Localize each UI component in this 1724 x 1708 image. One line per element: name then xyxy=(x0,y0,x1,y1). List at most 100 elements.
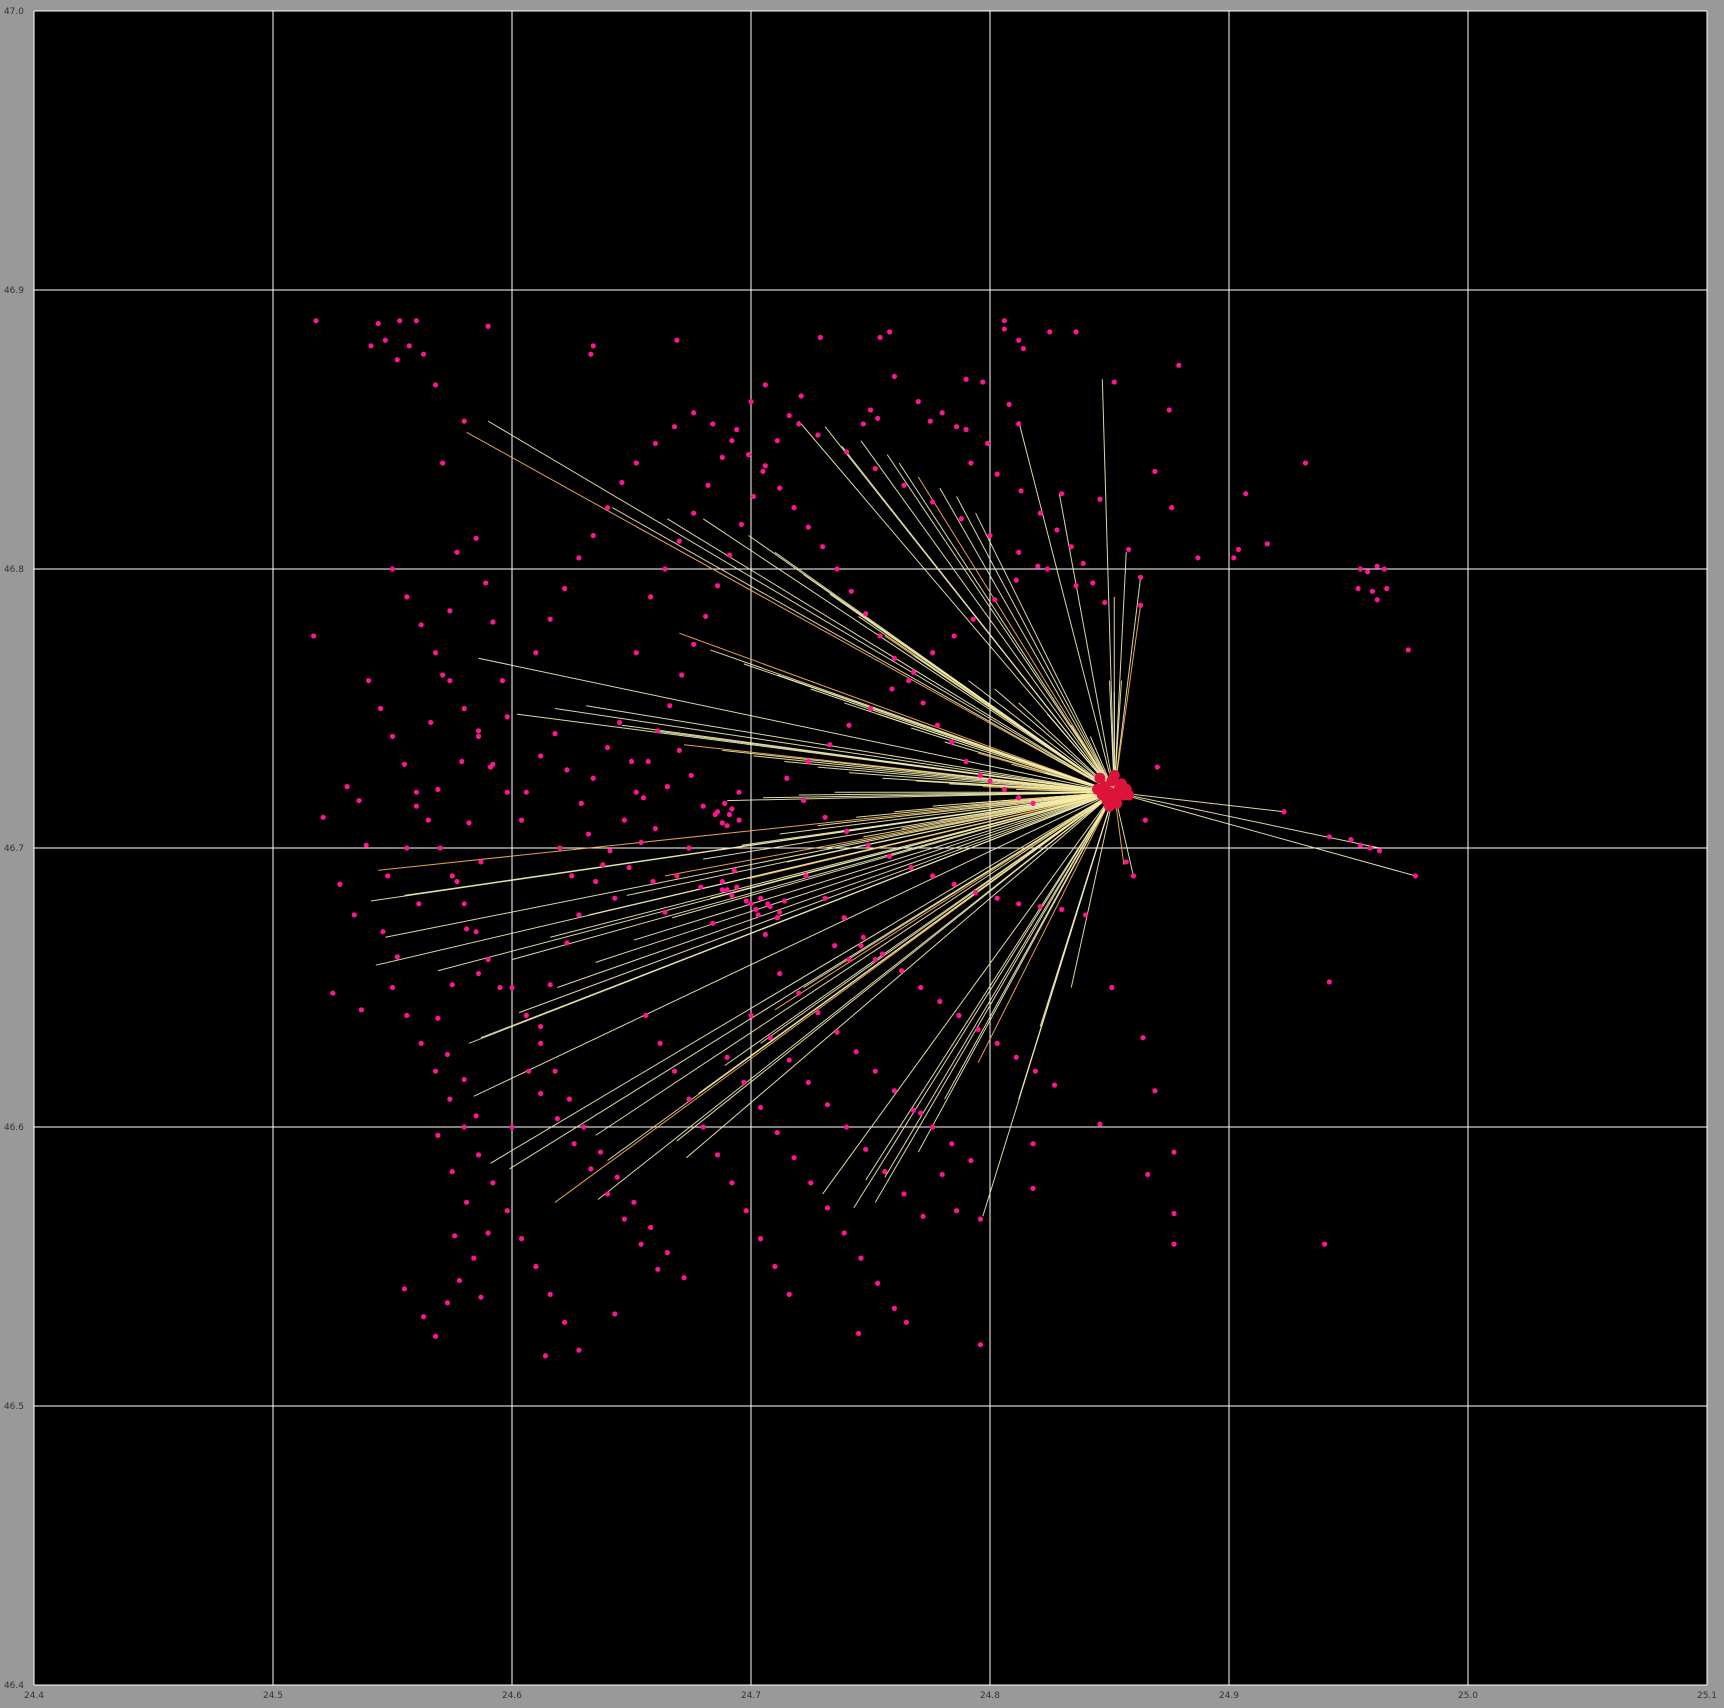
data-point xyxy=(681,1275,687,1281)
data-point xyxy=(447,608,453,614)
data-point xyxy=(700,1124,706,1130)
data-point xyxy=(743,898,749,904)
data-point xyxy=(523,1012,529,1019)
data-point xyxy=(863,611,869,617)
data-point xyxy=(726,811,733,818)
data-point xyxy=(910,1107,917,1113)
data-point xyxy=(1016,337,1022,343)
connection-line xyxy=(824,791,1115,849)
connection-line xyxy=(913,655,1115,793)
data-point xyxy=(650,878,656,885)
data-point xyxy=(748,901,754,907)
x-tick-label: 24.8 xyxy=(980,1691,1000,1701)
connection-line xyxy=(490,791,1115,1164)
data-point xyxy=(724,887,730,893)
data-point xyxy=(853,1049,859,1055)
data-point xyxy=(612,895,618,901)
data-point xyxy=(985,440,991,447)
data-point xyxy=(311,633,317,639)
data-point xyxy=(734,884,740,890)
data-point xyxy=(710,421,716,427)
connection-line xyxy=(1113,605,1142,793)
connection-line xyxy=(741,791,1115,846)
data-point xyxy=(1412,873,1419,879)
connection-line xyxy=(655,730,1115,793)
hub-point xyxy=(1092,783,1104,795)
data-point xyxy=(590,532,596,539)
data-point xyxy=(523,789,529,795)
data-point xyxy=(645,758,651,765)
data-point xyxy=(700,803,706,809)
data-point xyxy=(791,505,797,511)
data-point xyxy=(734,426,740,433)
connection-line xyxy=(1114,791,1416,877)
data-point xyxy=(724,1054,730,1060)
data-point xyxy=(571,1141,577,1147)
data-point xyxy=(590,775,596,781)
data-point xyxy=(619,479,625,486)
data-point xyxy=(1357,566,1364,572)
data-point xyxy=(1374,563,1380,569)
data-point xyxy=(504,1208,510,1214)
data-point xyxy=(1102,599,1108,606)
data-point xyxy=(449,873,455,879)
data-point xyxy=(920,700,926,706)
data-point xyxy=(363,842,369,848)
data-point xyxy=(930,650,936,656)
data-point xyxy=(968,1157,974,1164)
connection-line xyxy=(557,791,1115,988)
data-point xyxy=(320,814,326,820)
data-point xyxy=(1154,764,1160,770)
data-point xyxy=(738,521,745,527)
data-point xyxy=(368,343,374,349)
connection-line xyxy=(511,791,1115,961)
data-point xyxy=(951,633,957,639)
data-point xyxy=(463,926,470,932)
data-point xyxy=(538,1023,544,1030)
data-point xyxy=(858,943,864,949)
data-point xyxy=(1018,488,1024,494)
data-point xyxy=(485,323,491,329)
data-point xyxy=(337,881,343,887)
data-point xyxy=(1032,1068,1039,1074)
data-point xyxy=(994,1040,1000,1046)
data-point xyxy=(875,415,881,421)
data-point xyxy=(616,719,623,726)
data-point xyxy=(1195,555,1201,561)
data-point xyxy=(449,982,455,988)
data-point xyxy=(397,318,403,324)
hub-point xyxy=(1104,800,1115,812)
data-point xyxy=(968,460,974,466)
connection-line xyxy=(939,791,1115,821)
data-point xyxy=(671,424,678,430)
data-point xyxy=(803,873,809,879)
data-point xyxy=(662,909,668,915)
tick-labels: 24.4 24.5 24.6 24.7 24.8 24.9 25.0 25.1 47.0 46.9… xyxy=(4,7,1717,1701)
data-point xyxy=(538,1040,544,1046)
data-point xyxy=(729,806,735,812)
connection-line xyxy=(554,708,1115,793)
data-point xyxy=(753,906,759,912)
connection-line xyxy=(595,791,1115,963)
data-point xyxy=(497,984,503,991)
data-point xyxy=(533,1263,539,1270)
data-point xyxy=(1243,491,1249,497)
data-point xyxy=(432,650,439,656)
data-point xyxy=(906,678,912,684)
hub-points xyxy=(1092,769,1135,812)
data-point xyxy=(475,970,482,977)
x-tick-label: 24.4 xyxy=(24,1691,44,1701)
data-point xyxy=(1171,1210,1177,1217)
data-point xyxy=(416,901,422,907)
data-point xyxy=(648,1224,654,1231)
data-point xyxy=(1355,585,1361,592)
data-point xyxy=(607,848,613,854)
connection-line xyxy=(977,791,1115,1064)
data-point xyxy=(437,845,443,851)
data-point xyxy=(676,538,682,544)
data-point xyxy=(757,1104,764,1111)
x-tick-label: 25.1 xyxy=(1697,1691,1717,1701)
connection-line xyxy=(698,791,1115,1094)
connection-line xyxy=(478,657,1115,793)
data-point xyxy=(1137,574,1144,580)
